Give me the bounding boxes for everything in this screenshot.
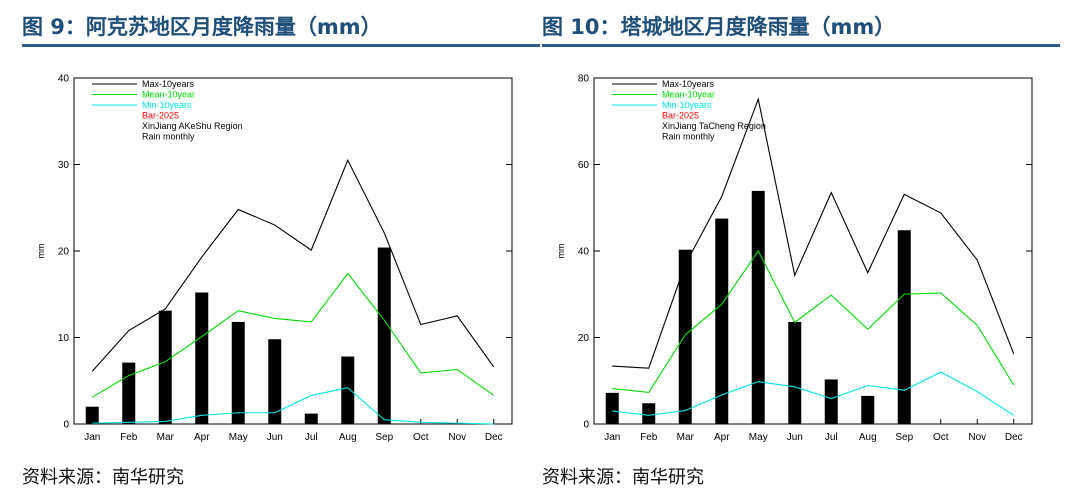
bar-2025 bbox=[824, 379, 838, 424]
legend-label: Min-10years bbox=[142, 100, 192, 110]
legend-label: XinJiang AKeShu Region bbox=[142, 121, 243, 131]
legend-label: Min-10years bbox=[662, 100, 712, 110]
panel-akesu: 图 9：阿克苏地区月度降雨量（mm） 0 10 20 30 40 mm Jan Feb Mar A… bbox=[22, 0, 540, 500]
x-tick-label: Jun bbox=[267, 432, 283, 443]
y-axis-label: mm bbox=[556, 244, 566, 259]
bar-2025 bbox=[304, 413, 318, 424]
legend-label: Bar-2025 bbox=[142, 111, 179, 121]
x-tick-label: Jul bbox=[825, 432, 838, 443]
y-tick-label: 20 bbox=[578, 333, 590, 344]
plot-frame bbox=[593, 77, 1033, 425]
y-tick-label: 40 bbox=[58, 74, 70, 85]
legend-label: Max-10years bbox=[662, 79, 715, 89]
line-min-10years bbox=[612, 371, 1015, 416]
x-tick-label: Jan bbox=[84, 432, 100, 443]
legend-label: Rain monthly bbox=[662, 132, 715, 142]
panel-tacheng: 图 10：塔城地区月度降雨量（mm） 0 20 40 60 80 mm Jan Feb Mar A… bbox=[542, 0, 1060, 500]
bar-2025 bbox=[715, 218, 729, 424]
bar-2025 bbox=[642, 403, 656, 424]
x-tick-label: Jan bbox=[604, 432, 620, 443]
title-divider bbox=[542, 44, 1060, 47]
plot-frame bbox=[73, 77, 513, 425]
x-tick-label: Nov bbox=[448, 432, 466, 443]
y-tick-label: 30 bbox=[58, 160, 70, 171]
bar-2025 bbox=[122, 362, 136, 424]
x-tick-label: May bbox=[749, 432, 768, 443]
line-max-10years bbox=[91, 158, 495, 372]
x-tick-label: Feb bbox=[640, 432, 658, 443]
source-note: 资料来源：南华研究 bbox=[542, 467, 704, 488]
x-tick-label: Feb bbox=[120, 432, 138, 443]
y-tick-label: 60 bbox=[578, 160, 590, 171]
x-tick-label: Apr bbox=[194, 432, 210, 443]
bar-2025 bbox=[377, 247, 391, 424]
y-tick-label: 0 bbox=[583, 420, 589, 431]
y-tick-label: 20 bbox=[58, 247, 70, 258]
bar-2025 bbox=[788, 321, 802, 424]
y-axis-label: mm bbox=[36, 244, 46, 259]
x-tick-label: Sep bbox=[895, 432, 913, 443]
bar-2025 bbox=[195, 292, 209, 424]
bar-2025 bbox=[751, 190, 765, 424]
bar-2025 bbox=[341, 356, 355, 424]
x-tick-label: Mar bbox=[677, 432, 695, 443]
rainfall-chart-tacheng: 0 20 40 60 80 mm Jan Feb Mar Apr May Jun Jul Aug Sep Oc… bbox=[556, 74, 1033, 443]
x-tick-label: Jul bbox=[305, 432, 318, 443]
source-note: 资料来源：南华研究 bbox=[22, 467, 184, 488]
legend-label: XinJiang TaCheng Region bbox=[662, 121, 766, 131]
x-tick-label: Mar bbox=[157, 432, 175, 443]
x-tick-label: Oct bbox=[933, 432, 949, 443]
y-tick-label: 10 bbox=[58, 333, 70, 344]
legend-label: Mean-10year bbox=[662, 90, 715, 100]
bar-2025 bbox=[268, 339, 282, 424]
line-mean-10year bbox=[91, 272, 495, 398]
bar-2025 bbox=[678, 249, 692, 424]
x-tick-label: Aug bbox=[859, 432, 877, 443]
x-tick-label: Dec bbox=[485, 432, 503, 443]
title-divider bbox=[22, 44, 540, 47]
rainfall-chart-akesu: 0 10 20 30 40 mm Jan Feb Mar Apr May Jun Jul Aug Sep Oc… bbox=[36, 74, 513, 443]
legend-label: Mean-10year bbox=[142, 90, 195, 100]
legend-label: Max-10years bbox=[142, 79, 195, 89]
x-tick-label: Oct bbox=[413, 432, 429, 443]
legend-label: Rain monthly bbox=[142, 132, 195, 142]
figure-title: 图 9：阿克苏地区月度降雨量（mm） bbox=[22, 15, 382, 39]
x-tick-label: Sep bbox=[375, 432, 393, 443]
bar-2025 bbox=[158, 310, 172, 424]
y-tick-label: 0 bbox=[63, 420, 69, 431]
x-tick-label: Nov bbox=[968, 432, 986, 443]
y-tick-label: 40 bbox=[578, 247, 590, 258]
x-tick-label: Apr bbox=[714, 432, 730, 443]
figure-title: 图 10：塔城地区月度降雨量（mm） bbox=[542, 15, 896, 39]
line-max-10years bbox=[612, 97, 1015, 369]
bar-2025 bbox=[897, 230, 911, 424]
line-mean-10year bbox=[612, 249, 1015, 394]
bar-2025 bbox=[85, 406, 99, 424]
x-tick-label: Dec bbox=[1005, 432, 1023, 443]
legend-label: Bar-2025 bbox=[662, 111, 699, 121]
y-tick-label: 80 bbox=[578, 74, 590, 85]
line-min-10years bbox=[92, 387, 494, 425]
bar-2025 bbox=[605, 392, 619, 424]
bar-2025 bbox=[231, 321, 245, 424]
x-tick-label: Jun bbox=[787, 432, 803, 443]
x-tick-label: Aug bbox=[339, 432, 357, 443]
x-tick-label: May bbox=[229, 432, 248, 443]
bar-2025 bbox=[861, 395, 875, 424]
